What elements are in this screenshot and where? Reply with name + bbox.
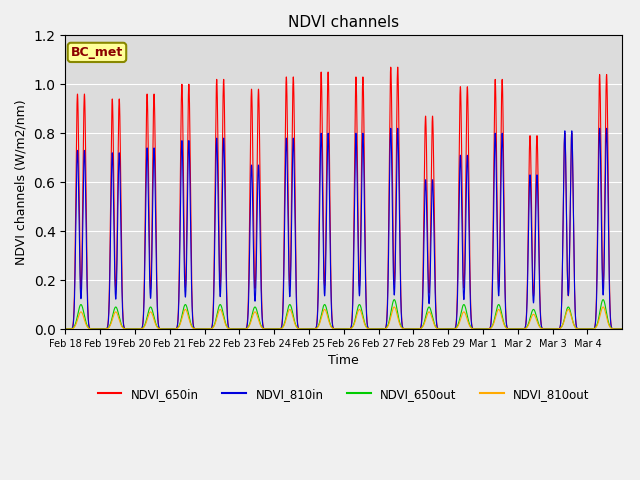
NDVI_810out [471, 326, 479, 332]
NDVI_810in [618, 326, 626, 332]
NDVI_810in [541, 326, 549, 332]
NDVI_650in [81, 91, 88, 97]
Line: NDVI_650in: NDVI_650in [65, 67, 622, 329]
NDVI_650out [274, 326, 282, 332]
NDVI_810in [471, 326, 479, 332]
Line: NDVI_810in: NDVI_810in [65, 128, 622, 329]
Text: BC_met: BC_met [71, 46, 123, 59]
Legend: NDVI_650in, NDVI_810in, NDVI_650out, NDVI_810out: NDVI_650in, NDVI_810in, NDVI_650out, NDV… [93, 383, 595, 405]
NDVI_650in [471, 326, 479, 332]
Title: NDVI channels: NDVI channels [288, 15, 399, 30]
NDVI_810out [61, 326, 69, 332]
NDVI_650in [333, 326, 340, 332]
NDVI_810in [274, 326, 282, 332]
NDVI_650out [599, 297, 607, 302]
NDVI_650out [541, 326, 549, 332]
NDVI_810in [81, 147, 88, 153]
NDVI_810in [61, 326, 69, 332]
NDVI_650out [471, 326, 479, 332]
NDVI_650in [274, 326, 282, 332]
NDVI_650out [81, 313, 88, 319]
NDVI_650in [541, 326, 549, 332]
NDVI_810out [618, 326, 626, 332]
NDVI_650out [61, 326, 69, 332]
NDVI_810in [371, 326, 379, 332]
NDVI_810in [333, 326, 340, 332]
NDVI_650out [333, 326, 340, 332]
NDVI_810out [274, 326, 282, 332]
NDVI_810out [81, 317, 88, 323]
NDVI_650out [618, 326, 626, 332]
NDVI_810out [599, 304, 607, 310]
NDVI_650in [371, 326, 379, 332]
X-axis label: Time: Time [328, 354, 359, 367]
NDVI_650in [394, 64, 401, 70]
NDVI_650in [618, 326, 626, 332]
NDVI_810out [541, 326, 549, 332]
NDVI_810out [371, 326, 379, 332]
NDVI_650in [61, 326, 69, 332]
NDVI_650out [371, 326, 379, 332]
Line: NDVI_810out: NDVI_810out [65, 307, 622, 329]
Y-axis label: NDVI channels (W/m2/nm): NDVI channels (W/m2/nm) [15, 99, 28, 265]
NDVI_810in [603, 125, 611, 131]
NDVI_810out [333, 326, 340, 332]
Line: NDVI_650out: NDVI_650out [65, 300, 622, 329]
